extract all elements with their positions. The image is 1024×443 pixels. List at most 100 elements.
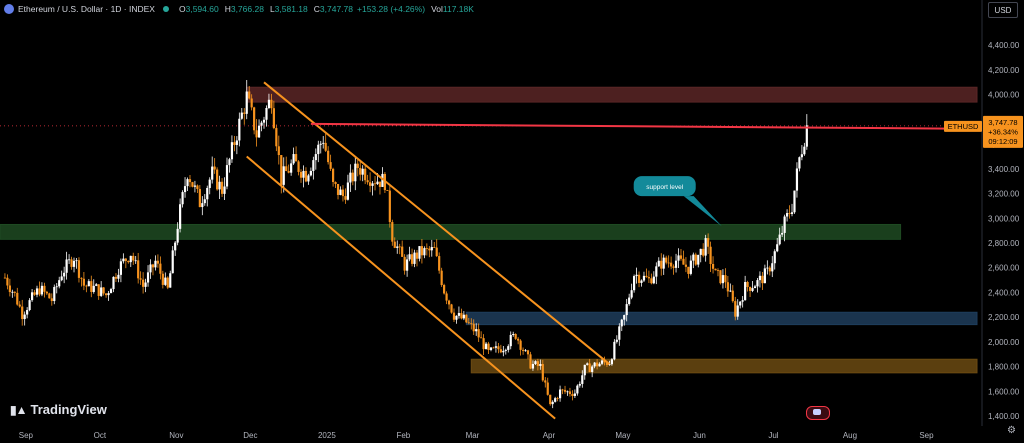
candle: [369, 182, 372, 186]
x-tick-label: Apr: [543, 431, 556, 440]
candle: [433, 247, 436, 248]
candle: [354, 163, 357, 182]
candle: [314, 154, 317, 161]
candle: [709, 246, 712, 264]
candle: [396, 246, 399, 248]
price-tag-countdown: 09:12:09: [988, 137, 1017, 146]
x-tick-label: Oct: [94, 431, 107, 440]
candle: [65, 259, 68, 273]
candle: [18, 304, 21, 307]
candle: [33, 292, 36, 295]
us-flag-icon[interactable]: [806, 406, 830, 420]
candle: [97, 284, 100, 296]
y-tick-label: 1,400.00: [988, 412, 1020, 421]
candle: [519, 340, 522, 350]
candle: [248, 91, 251, 99]
candle: [329, 162, 332, 169]
volume-label: Vol: [431, 4, 443, 14]
candle: [435, 247, 438, 257]
candle: [282, 166, 285, 185]
candle: [191, 182, 194, 187]
candle: [672, 266, 675, 268]
price-tag-value: 3,747.78: [988, 118, 1017, 127]
candle: [714, 268, 717, 271]
candle: [517, 338, 520, 341]
resistance-line: [310, 122, 979, 130]
candle: [509, 334, 512, 347]
candle: [450, 304, 453, 313]
settings-icon[interactable]: ⚙: [1007, 425, 1016, 436]
candle: [11, 291, 14, 293]
candle: [783, 216, 786, 233]
candle: [176, 228, 179, 243]
candle: [156, 260, 160, 264]
candle: [531, 364, 535, 369]
candle: [768, 267, 771, 272]
candle: [137, 260, 140, 279]
candle: [588, 363, 591, 372]
candle: [798, 157, 801, 169]
candle: [230, 142, 234, 160]
candle: [257, 125, 261, 138]
candle: [633, 276, 636, 291]
candle: [615, 339, 618, 342]
candle: [60, 276, 63, 281]
candle: [280, 155, 283, 185]
candle: [534, 361, 537, 365]
y-tick-label: 1,800.00: [988, 363, 1020, 372]
candle: [623, 315, 626, 320]
candle: [388, 190, 391, 223]
candle: [593, 362, 596, 367]
candle: [482, 338, 485, 350]
candle: [63, 272, 66, 277]
candle: [778, 234, 781, 245]
candle: [665, 257, 668, 263]
candle: [502, 350, 505, 353]
candle: [660, 260, 663, 269]
candle: [551, 401, 554, 405]
currency-button[interactable]: USD: [988, 2, 1018, 18]
y-tick-label: 1,600.00: [988, 387, 1020, 396]
candle: [124, 258, 127, 261]
candle: [707, 238, 710, 247]
candle: [746, 282, 749, 288]
candle: [702, 248, 705, 256]
candle: [35, 288, 39, 295]
ethereum-icon: [4, 4, 14, 14]
candle: [618, 326, 621, 340]
symbol-title[interactable]: Ethereum / U.S. Dollar · 1D · INDEX: [18, 4, 155, 14]
candle: [640, 280, 643, 283]
candle: [748, 287, 752, 291]
candle: [253, 107, 256, 131]
close-value: 3,747.78: [319, 4, 353, 14]
tradingview-logo[interactable]: ▮▲ TradingView: [10, 402, 107, 417]
candle: [294, 154, 298, 162]
candle: [452, 312, 456, 320]
candle: [608, 364, 611, 365]
candle: [677, 255, 680, 261]
candle: [484, 343, 488, 350]
candle: [457, 313, 461, 316]
candle: [583, 364, 586, 376]
candle: [334, 182, 337, 184]
candle: [95, 284, 98, 286]
candle: [711, 263, 715, 269]
x-tick-label: Jun: [693, 431, 706, 440]
candle: [48, 293, 51, 299]
candle: [149, 264, 152, 273]
candle: [724, 275, 727, 283]
candle: [430, 247, 433, 251]
candle: [406, 259, 409, 271]
candle: [198, 188, 201, 208]
candle: [761, 275, 764, 284]
candle: [119, 261, 122, 275]
candle: [349, 172, 352, 183]
candle: [272, 108, 275, 129]
candle: [122, 258, 125, 262]
candle: [67, 259, 71, 261]
candle: [265, 107, 268, 120]
candle: [428, 248, 431, 251]
candle: [472, 323, 475, 332]
